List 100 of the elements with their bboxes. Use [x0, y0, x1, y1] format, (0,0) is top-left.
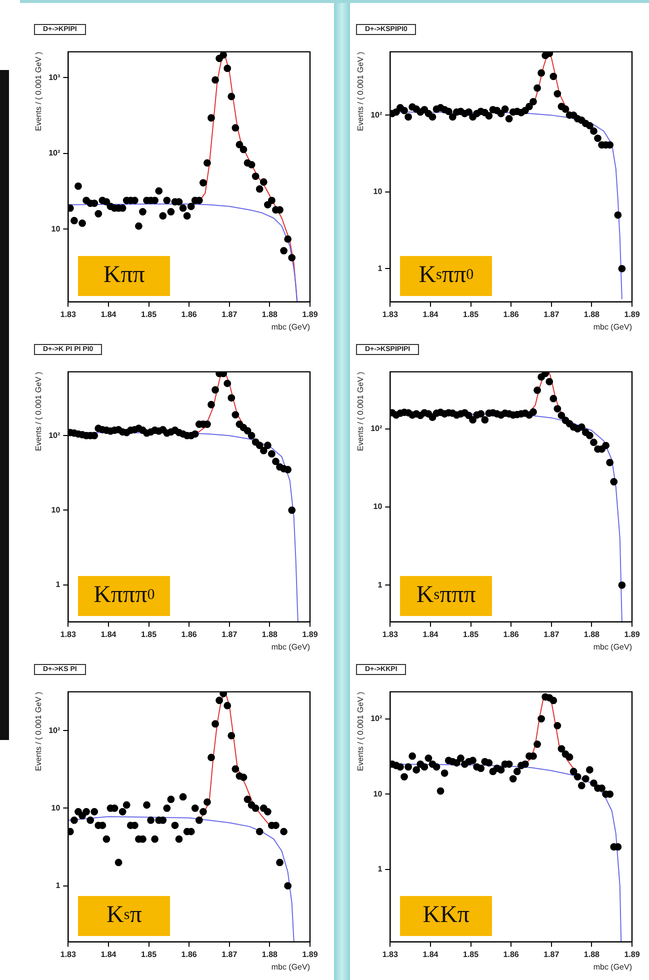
- point: [70, 816, 78, 824]
- point: [260, 446, 268, 454]
- y-tick-label: 10²: [48, 726, 60, 735]
- point: [232, 124, 240, 132]
- point: [602, 442, 610, 450]
- point: [272, 458, 280, 466]
- point: [122, 801, 130, 809]
- point: [163, 196, 171, 204]
- point: [578, 782, 586, 790]
- point: [562, 105, 570, 113]
- y-axis-title: Events / ( 0.001 GeV ): [356, 371, 366, 451]
- point: [74, 182, 82, 190]
- point: [578, 423, 586, 431]
- point: [199, 808, 207, 816]
- point: [224, 64, 232, 72]
- point: [228, 394, 236, 402]
- point: [404, 113, 412, 121]
- y-tick-label: 10: [51, 224, 61, 234]
- point: [452, 759, 460, 767]
- point: [187, 202, 195, 210]
- x-axis-title: mbc (GeV): [271, 962, 310, 972]
- point: [396, 763, 404, 771]
- y-axis-title: Events / ( 0.001 GeV ): [356, 51, 366, 131]
- point: [610, 478, 618, 486]
- point: [538, 69, 546, 77]
- x-axis-title: mbc (GeV): [271, 322, 310, 332]
- x-axis-title: mbc (GeV): [593, 322, 632, 332]
- point: [264, 201, 272, 208]
- point: [179, 204, 187, 212]
- point: [424, 754, 432, 762]
- x-tick-label: 1.88: [584, 630, 600, 639]
- y-tick-label: 10²: [370, 110, 382, 120]
- point: [260, 178, 268, 186]
- point: [118, 808, 126, 816]
- point: [448, 113, 456, 121]
- point: [268, 196, 276, 204]
- point: [143, 801, 150, 809]
- y-tick-label: 10: [51, 803, 61, 812]
- point: [404, 763, 412, 771]
- point: [586, 432, 594, 440]
- point: [135, 222, 142, 230]
- point: [501, 105, 509, 113]
- point: [167, 796, 175, 804]
- point: [264, 442, 272, 450]
- x-tick-label: 1.84: [422, 630, 439, 639]
- point: [521, 760, 529, 768]
- point: [236, 140, 244, 148]
- y-tick-label: 1: [56, 881, 61, 890]
- point: [208, 400, 215, 408]
- point: [558, 745, 566, 752]
- point: [566, 753, 574, 761]
- x-tick-label: 1.89: [624, 630, 640, 639]
- point: [444, 108, 452, 116]
- point: [440, 769, 448, 777]
- point: [212, 386, 219, 394]
- point: [586, 122, 594, 130]
- x-tick-label: 1.85: [462, 950, 480, 959]
- x-tick-label: 1.83: [60, 310, 76, 319]
- x-tick-label: 1.84: [100, 630, 117, 639]
- point: [78, 812, 86, 820]
- x-tick-label: 1.85: [140, 310, 158, 319]
- point: [477, 764, 485, 772]
- y-tick-label: 1: [378, 264, 383, 273]
- x-tick-label: 1.83: [382, 630, 398, 639]
- point: [199, 179, 207, 186]
- x-axis-title: mbc (GeV): [593, 962, 632, 972]
- point: [534, 386, 541, 394]
- point: [457, 754, 464, 762]
- x-tick-label: 1.86: [503, 630, 520, 639]
- point: [159, 212, 167, 220]
- point: [546, 378, 554, 386]
- point: [240, 774, 248, 782]
- point: [513, 768, 521, 776]
- point: [224, 380, 232, 388]
- point: [179, 793, 187, 801]
- point: [256, 828, 264, 836]
- point: [412, 766, 420, 774]
- y-tick-label: 10³: [48, 72, 60, 82]
- point: [400, 773, 408, 780]
- point: [191, 430, 199, 438]
- x-tick-label: 1.88: [584, 310, 600, 319]
- x-tick-label: 1.88: [584, 950, 600, 959]
- point: [208, 114, 215, 122]
- point: [614, 211, 622, 219]
- point: [570, 768, 578, 776]
- point: [220, 52, 228, 59]
- x-tick-label: 1.87: [222, 950, 238, 959]
- y-tick-label: 10²: [370, 714, 382, 723]
- point: [618, 264, 626, 272]
- y-tick-label: 10²: [48, 430, 60, 440]
- y-tick-label: 10: [51, 505, 61, 514]
- point: [284, 882, 292, 890]
- point: [534, 84, 541, 92]
- point: [78, 220, 86, 227]
- point: [167, 208, 175, 216]
- point: [408, 752, 416, 760]
- point: [574, 773, 582, 780]
- point: [509, 775, 517, 782]
- point: [191, 804, 199, 812]
- y-tick-label: 10: [373, 789, 383, 798]
